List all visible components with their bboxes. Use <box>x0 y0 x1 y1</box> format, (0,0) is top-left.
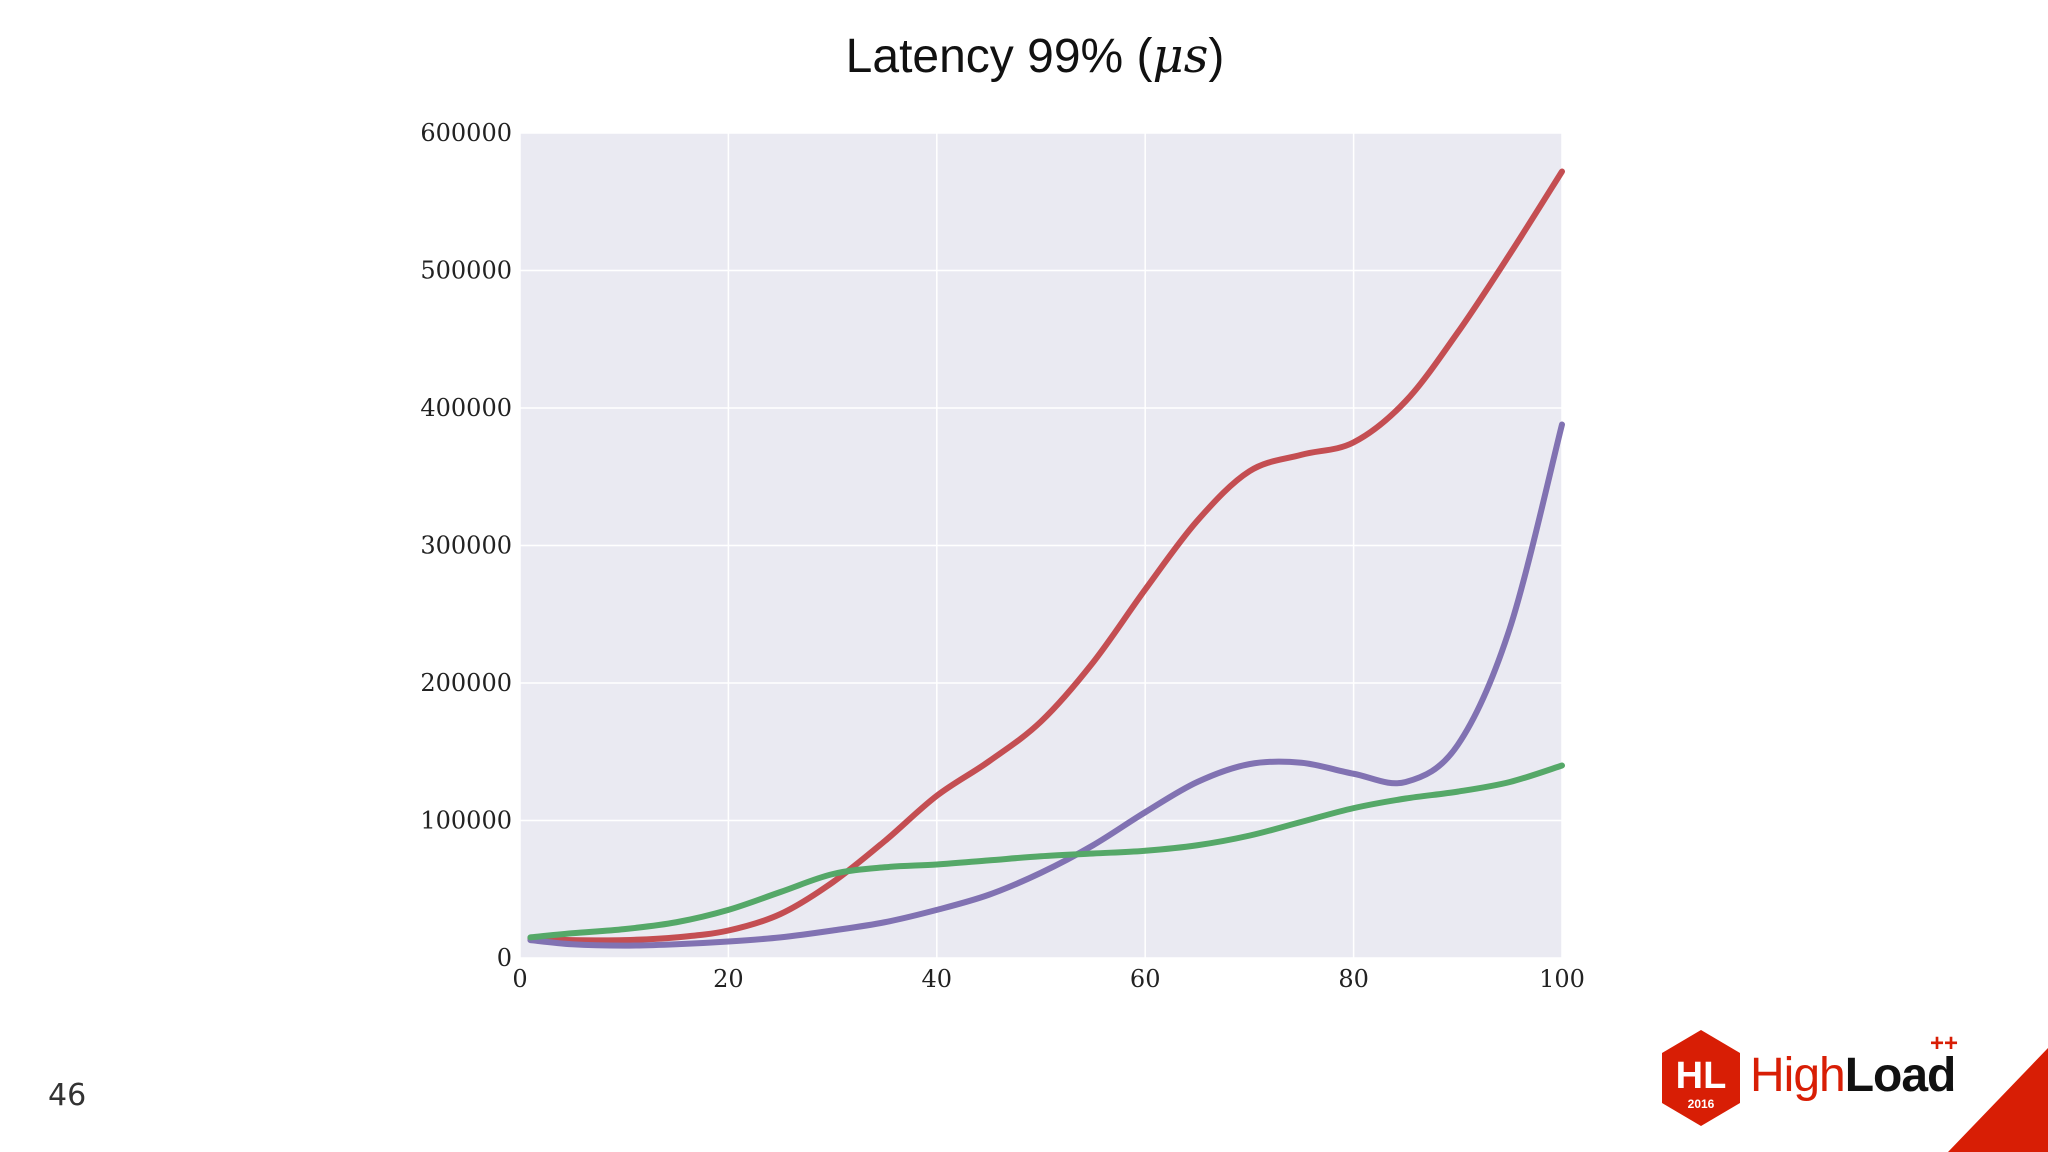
logo-plus: ++ <box>1930 1030 1959 1057</box>
series-line-1 <box>527 168 1565 944</box>
y-tick-label: 400000 <box>420 394 512 422</box>
series-layer <box>527 168 1565 949</box>
x-tick-label: 40 <box>922 965 953 993</box>
y-tick-label: 300000 <box>420 532 512 560</box>
x-tick-label: 80 <box>1338 965 1369 993</box>
page-title: Latency 99% (μs) <box>0 28 2048 84</box>
title-unit: μs <box>1152 28 1209 84</box>
logo-wordmark: HighLoad <box>1750 1048 1957 1103</box>
hexagon-badge-icon: HL 2016 <box>1662 1030 1740 1126</box>
y-tick-label: 500000 <box>420 257 512 285</box>
latency-chart: 0 20 40 60 80 100 0 100000 200000 300000 400000 500… <box>420 119 1585 993</box>
y-tick-label: 200000 <box>420 669 512 697</box>
title-close-paren: ) <box>1208 30 1225 83</box>
x-tick-label: 20 <box>713 965 744 993</box>
badge-letters: HL <box>1676 1055 1727 1097</box>
y-tick-label: 0 <box>497 944 512 972</box>
logo-text-light: High <box>1750 1049 1846 1102</box>
y-tick-label: 100000 <box>420 807 512 835</box>
x-tick-label: 0 <box>512 965 527 993</box>
highload-logo: HL 2016 HighLoad ++ <box>1656 1028 1996 1128</box>
series-line-3 <box>527 762 1565 941</box>
badge-year: 2016 <box>1688 1097 1715 1111</box>
page-number: 46 <box>48 1078 87 1113</box>
y-tick-label: 600000 <box>420 119 512 147</box>
x-tick-label: 60 <box>1130 965 1161 993</box>
grid-lines <box>519 132 1563 959</box>
corner-triangle-decoration <box>1948 1048 2048 1152</box>
tick-labels: 0 20 40 60 80 100 0 100000 200000 300000 400000 500… <box>420 119 1585 993</box>
title-text: Latency 99% ( <box>845 30 1153 83</box>
x-tick-label: 100 <box>1539 965 1585 993</box>
logo-text-bold: Load <box>1844 1049 1957 1102</box>
